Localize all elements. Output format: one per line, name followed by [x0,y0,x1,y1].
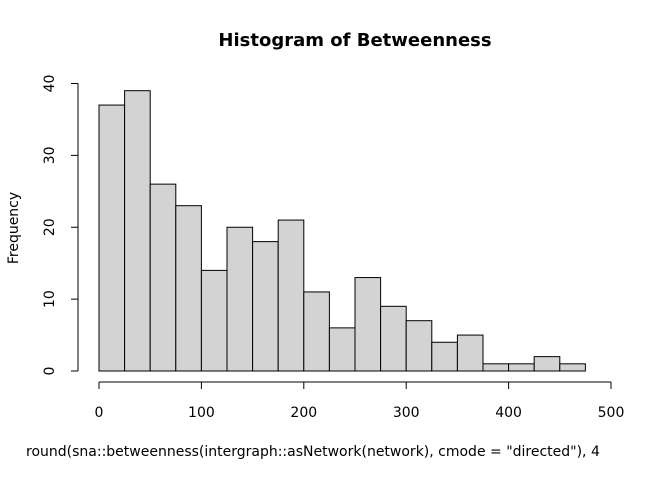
histogram-bar-1 [124,90,151,372]
y-tick-label: 0 [42,367,58,376]
y-tick-label: 40 [42,75,58,93]
histogram-bar-16 [508,363,535,372]
histogram-bar-18 [559,363,586,372]
histogram-bar-10 [354,277,382,372]
histogram-bar-15 [482,363,510,372]
x-tick-label: 300 [393,405,420,421]
histogram-bars [98,90,586,372]
y-tick-label: 30 [42,146,58,164]
histogram-bar-3 [175,205,202,372]
histogram-bar-12 [405,320,433,372]
x-tick-label: 100 [188,405,215,421]
x-tick-label: 0 [95,405,104,421]
chart-title: Histogram of Betweenness [218,30,491,51]
histogram-bar-4 [200,269,228,372]
histogram-bar-9 [328,327,356,372]
x-tick-label: 400 [495,405,522,421]
histogram-bar-0 [98,104,126,372]
histogram-bar-6 [252,241,279,372]
histogram-bar-2 [149,183,177,372]
histogram-bar-7 [277,219,305,372]
x-tick-label: 200 [290,405,317,421]
histogram-bar-11 [380,305,407,372]
y-tick-label: 10 [42,290,58,308]
y-axis: 0 10 20 30 40 [42,75,79,376]
histogram-bar-14 [456,334,484,372]
y-axis-label: Frequency [6,192,22,264]
x-axis-label: round(sna::betweenness(intergraph::asNet… [26,444,600,460]
histogram-bar-17 [533,356,561,372]
histogram-bar-8 [303,291,330,372]
y-tick-label: 20 [42,218,58,236]
histogram-bar-13 [431,341,458,372]
histogram-bar-5 [226,226,254,372]
x-tick-label: 500 [598,405,625,421]
x-axis: 0 100 200 300 400 500 [95,381,625,421]
